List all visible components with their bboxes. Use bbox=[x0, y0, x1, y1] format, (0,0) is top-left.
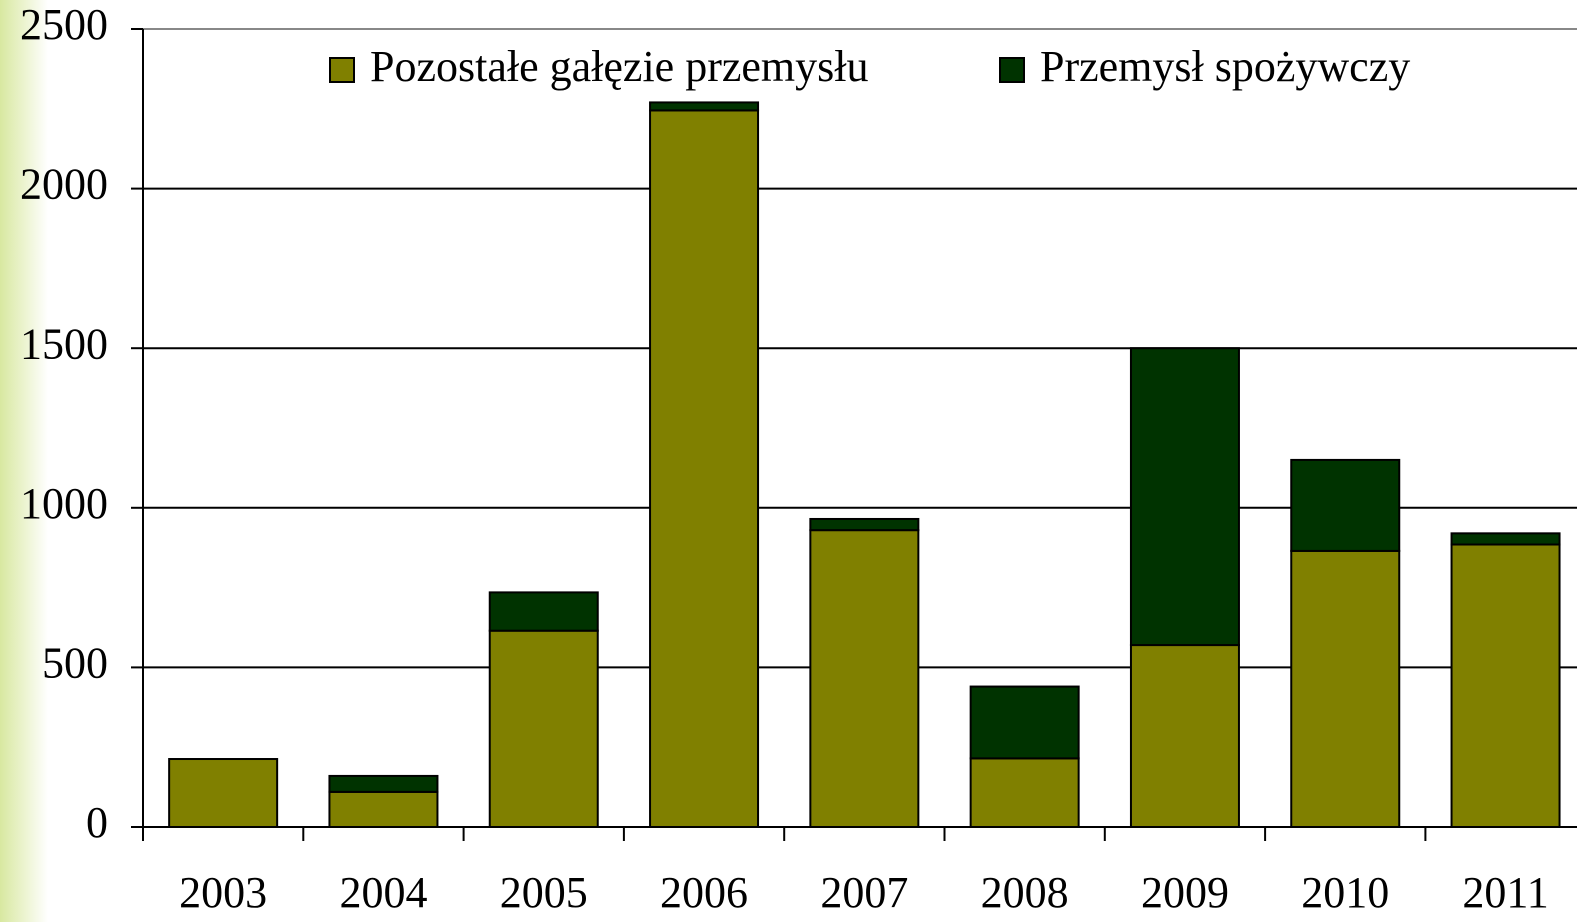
x-tick-label: 2009 bbox=[1141, 868, 1229, 917]
bar-segment bbox=[1129, 644, 1240, 829]
x-tick-label: 2005 bbox=[500, 868, 588, 917]
bar-segment bbox=[1129, 347, 1240, 647]
bar-segment bbox=[649, 101, 760, 112]
x-tick-label: 2004 bbox=[339, 868, 427, 917]
bar-segment bbox=[168, 758, 279, 828]
y-tick-label: 0 bbox=[86, 798, 108, 847]
bar-segment bbox=[328, 790, 439, 828]
side-strip bbox=[0, 0, 48, 922]
bar-segment bbox=[969, 685, 1080, 760]
legend-swatch bbox=[329, 57, 355, 83]
bar-segment bbox=[809, 529, 920, 828]
legend-label: Pozostałe gałęzie przemysłu bbox=[370, 42, 868, 91]
bar-segment bbox=[328, 774, 439, 793]
x-tick-label: 2008 bbox=[981, 868, 1069, 917]
y-tick-label: 1000 bbox=[20, 479, 108, 528]
y-tick-label: 2500 bbox=[20, 0, 108, 49]
y-tick-label: 1500 bbox=[20, 319, 108, 368]
x-tick-label: 2006 bbox=[660, 868, 748, 917]
x-tick-label: 2003 bbox=[179, 868, 267, 917]
legend-swatch bbox=[999, 57, 1025, 83]
x-tick-label: 2007 bbox=[820, 868, 908, 917]
legend-label: Przemysł spożywczy bbox=[1040, 42, 1410, 91]
bar-segment bbox=[969, 757, 1080, 829]
bar-segment bbox=[1290, 458, 1401, 552]
y-tick-label: 2000 bbox=[20, 160, 108, 209]
x-tick-label: 2010 bbox=[1301, 868, 1389, 917]
bar-segment bbox=[809, 517, 920, 532]
bar-segment bbox=[1290, 549, 1401, 829]
bar-segment bbox=[488, 591, 599, 632]
bar-segment bbox=[1450, 543, 1561, 828]
x-tick-label: 2011 bbox=[1462, 868, 1548, 917]
bar-segment bbox=[488, 629, 599, 829]
bar-segment bbox=[649, 109, 760, 828]
bar-segment bbox=[1450, 532, 1561, 546]
y-tick-label: 500 bbox=[42, 638, 108, 687]
